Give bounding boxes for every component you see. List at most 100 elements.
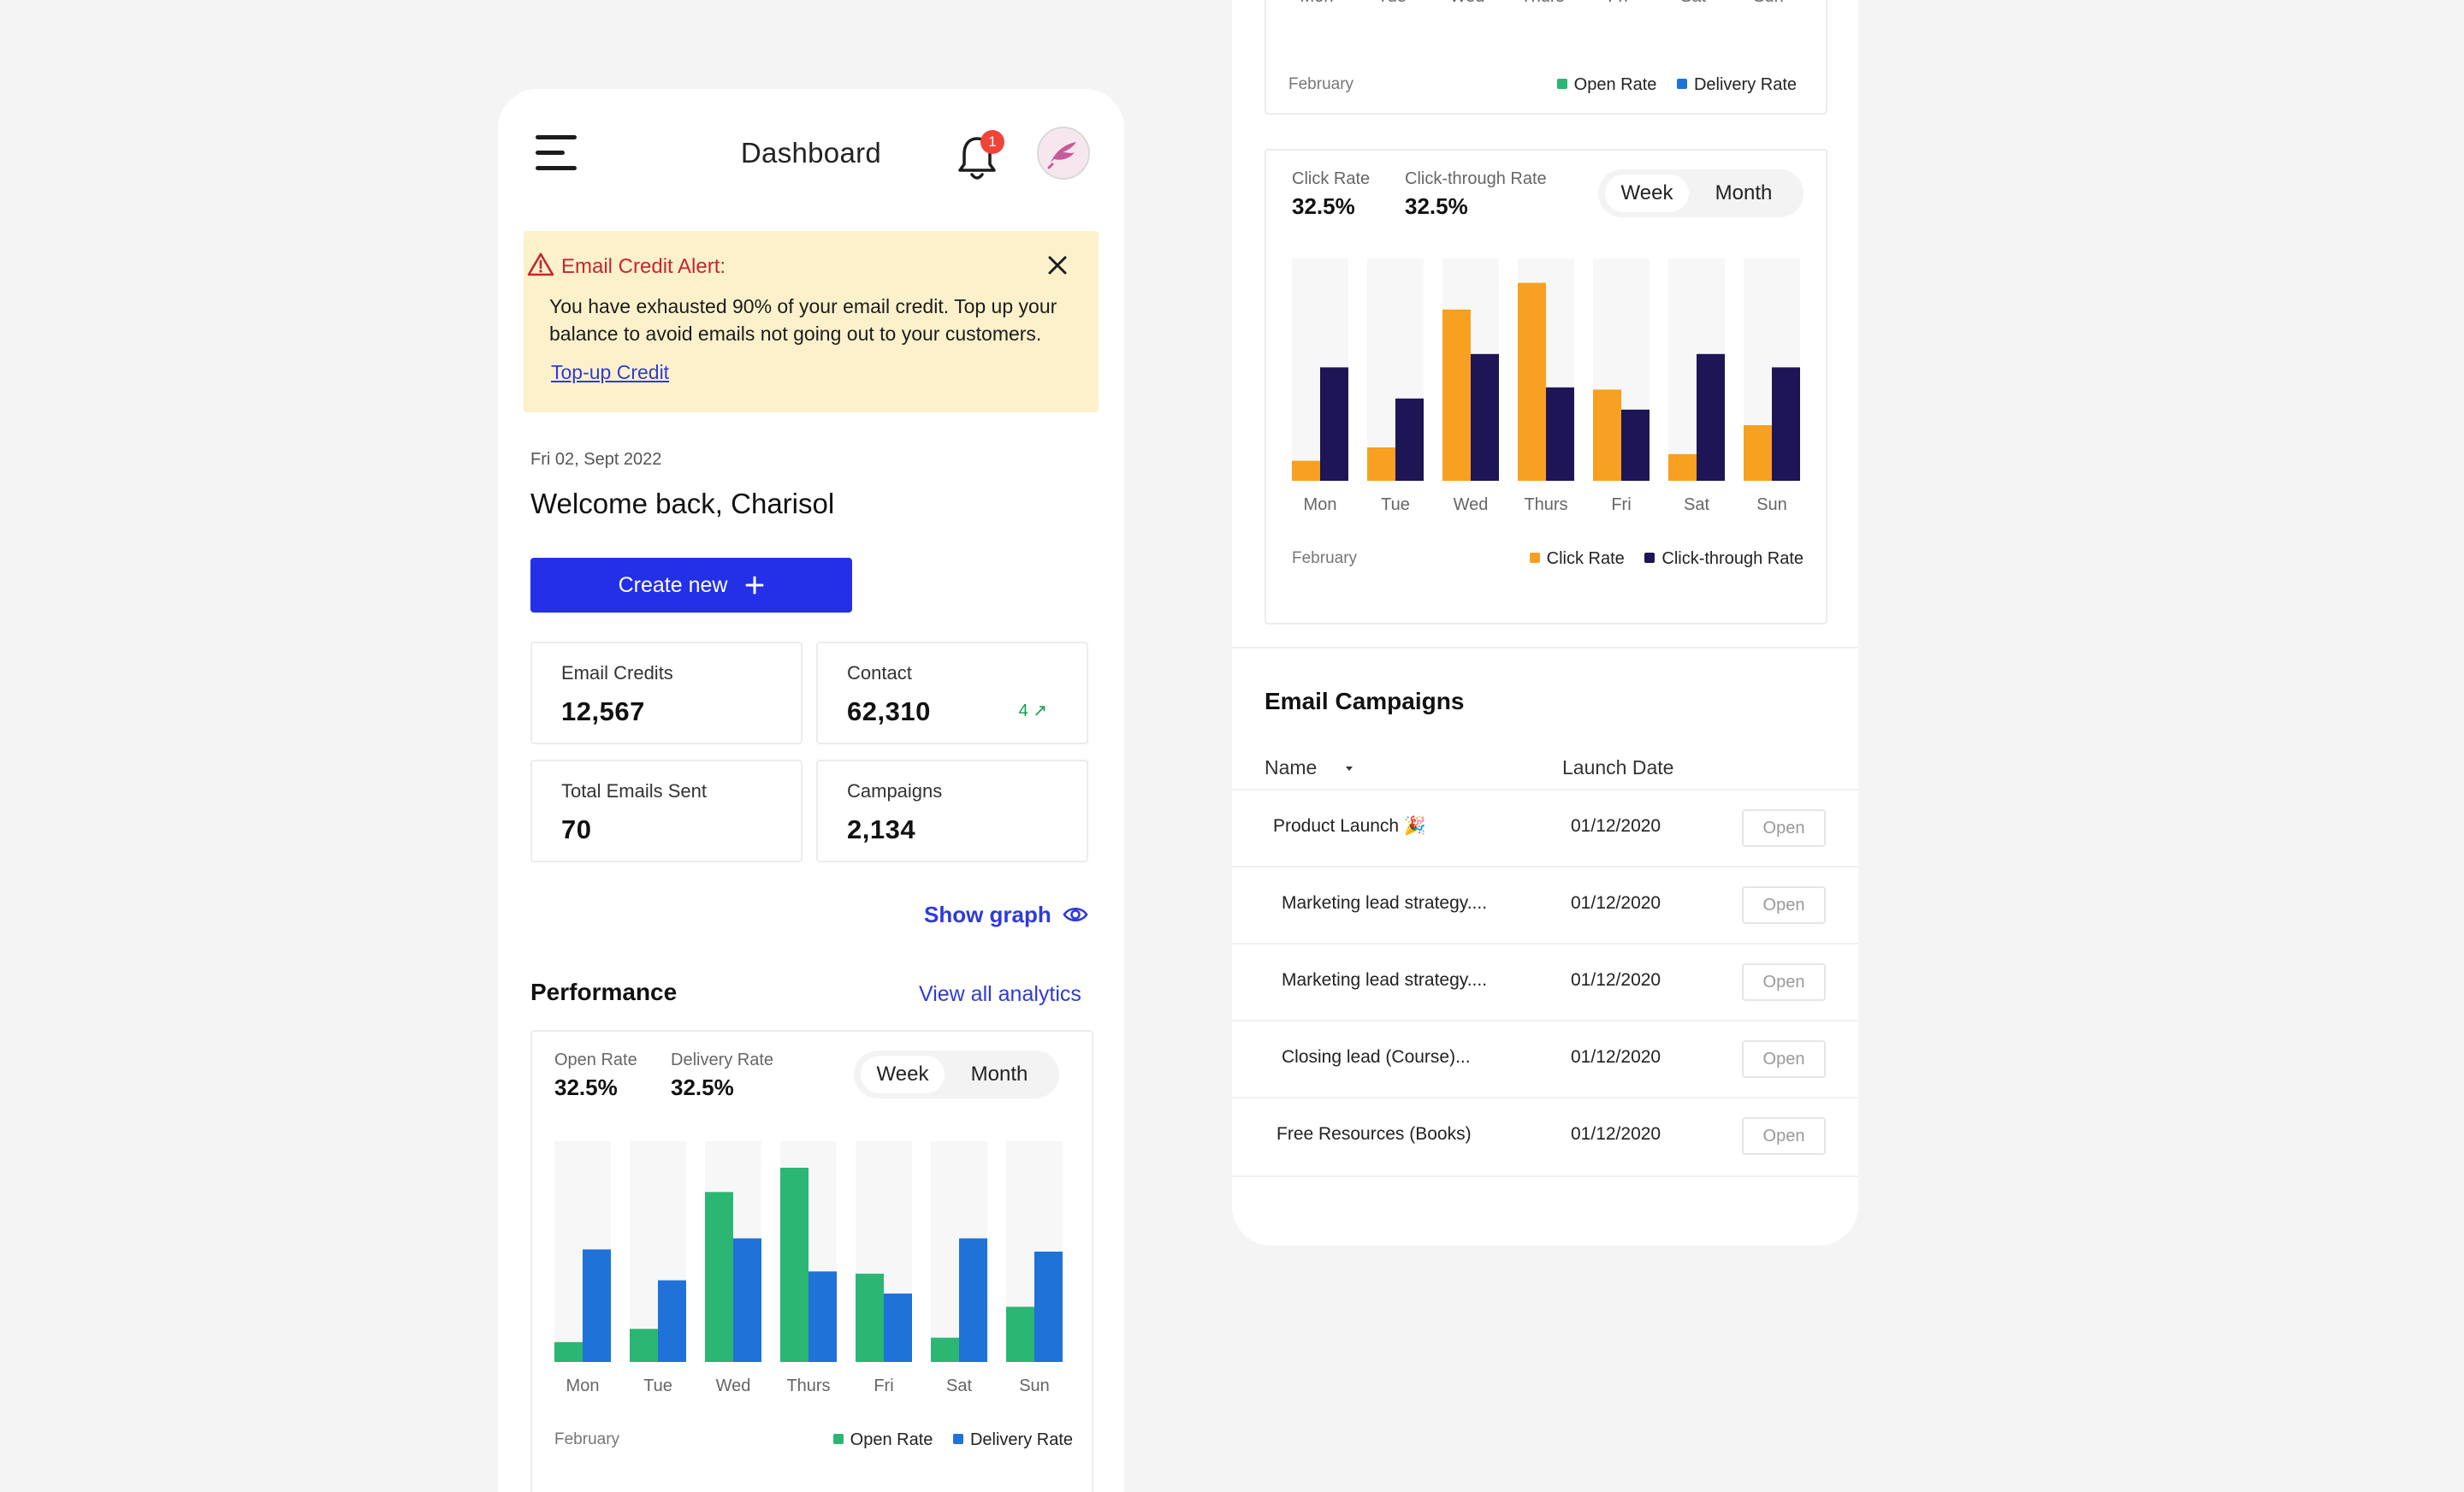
bar-delivery-rate-thurs[interactable]	[808, 1271, 837, 1362]
bar-delivery-rate-sun[interactable]	[1034, 1252, 1063, 1362]
sort-down-icon[interactable]	[1343, 764, 1355, 773]
avatar[interactable]	[1037, 127, 1090, 180]
campaign-name: Product Launch 🎉	[1273, 816, 1427, 836]
toggle-month[interactable]: Month	[1715, 181, 1773, 204]
bar-delivery-rate-sat[interactable]	[959, 1238, 987, 1362]
open-button[interactable]: Open	[1742, 1117, 1826, 1155]
bar-open-rate-thurs[interactable]	[780, 1167, 808, 1362]
bar-click-through-rate-mon[interactable]	[1320, 367, 1348, 481]
trend-badge: 4 ↗	[1018, 702, 1047, 720]
stat-contact: Contact 62,310 4 ↗	[816, 642, 1088, 744]
avatar-logo-icon	[1047, 142, 1076, 169]
bar-click-rate-tue[interactable]	[1367, 447, 1395, 481]
toggle-week[interactable]: Week	[1605, 175, 1689, 212]
bar-click-rate-thurs[interactable]	[1518, 282, 1546, 481]
stat-total-emails-sent: Total Emails Sent 70	[530, 760, 803, 862]
bar-delivery-rate-tue[interactable]	[658, 1280, 686, 1362]
bar-click-through-rate-sun[interactable]	[1772, 367, 1800, 481]
x-tick-label: Wed	[1450, 0, 1485, 6]
bar-click-through-rate-thurs[interactable]	[1546, 387, 1574, 481]
section-divider	[1232, 647, 1858, 648]
bar-click-rate-wed[interactable]	[1442, 309, 1471, 481]
x-tick-label: Sun	[1753, 0, 1784, 6]
welcome-message: Welcome back, Charisol	[530, 488, 835, 519]
view-all-analytics-link[interactable]: View all analytics	[919, 982, 1081, 1006]
bar-click-through-rate-tue[interactable]	[1395, 398, 1424, 481]
open-button[interactable]: Open	[1742, 809, 1826, 847]
open-button[interactable]: Open	[1742, 1040, 1826, 1078]
warning-icon	[527, 252, 554, 276]
legend-swatch-click-through-rate	[1644, 553, 1656, 563]
bar-open-rate-sun[interactable]	[1006, 1306, 1034, 1363]
close-icon[interactable]	[1045, 253, 1069, 277]
create-new-button[interactable]: Create new	[530, 558, 852, 613]
legend-open-rate: Open Rate	[850, 1430, 933, 1449]
bar-click-rate-sun[interactable]	[1744, 425, 1772, 481]
column-header-name[interactable]: Name	[1265, 756, 1355, 779]
bar-open-rate-fri[interactable]	[856, 1273, 884, 1362]
legend-delivery-rate: Delivery Rate	[1693, 75, 1797, 94]
toggle-month[interactable]: Month	[970, 1063, 1028, 1086]
bar-click-rate-mon[interactable]	[1292, 460, 1320, 481]
toggle-week[interactable]: Week	[861, 1056, 945, 1093]
x-tick-label: Sat	[1684, 495, 1709, 514]
bar-click-through-rate-sat[interactable]	[1697, 353, 1725, 481]
campaigns-title: Email Campaigns	[1265, 688, 1465, 714]
credit-alert	[524, 231, 1099, 412]
campaign-launch-date: 01/12/2020	[1571, 1047, 1661, 1067]
bar-open-rate-wed[interactable]	[705, 1192, 733, 1362]
dashboard-screen: Dashboard 1 Email Credit Alert: You have…	[498, 89, 1124, 1492]
clipped-bar-chart: Mon Tue Wed Thurs Fri Sat Sun	[1300, 0, 1784, 6]
page-title: Dashboard	[740, 137, 882, 169]
stat-value: 12,567	[561, 696, 645, 726]
x-tick-label: Tue	[1381, 495, 1410, 514]
campaign-name: Marketing lead strategy....	[1282, 893, 1488, 913]
campaigns-screen: Mon Tue Wed Thurs Fri Sat Sun February Open Ra…	[1232, 0, 1858, 1246]
stat-label: Contact	[847, 662, 912, 684]
open-button[interactable]: Open	[1742, 963, 1826, 1001]
x-tick-label: Sun	[1756, 495, 1787, 514]
chart-legend: Open Rate Delivery Rate	[1542, 75, 1797, 95]
show-graph-button[interactable]: Show graph	[924, 902, 1051, 927]
x-tick-label: Tue	[643, 1377, 672, 1395]
stat-label: Total Emails Sent	[561, 780, 707, 802]
performance-title: Performance	[530, 979, 678, 1005]
x-tick-label: Thurs	[1524, 495, 1567, 514]
bar-delivery-rate-wed[interactable]	[733, 1238, 761, 1362]
x-tick-label: Wed	[1454, 495, 1489, 514]
metric-value: 32.5%	[1292, 193, 1355, 219]
top-up-credit-link[interactable]: Top-up Credit	[551, 361, 670, 383]
metric-label: Click-through Rate	[1405, 169, 1547, 188]
create-new-label: Create new	[618, 573, 728, 597]
bar-delivery-rate-fri[interactable]	[884, 1294, 912, 1362]
stat-value: 62,310	[847, 696, 931, 726]
period-toggle: Week Month	[1598, 169, 1804, 217]
open-button[interactable]: Open	[1742, 886, 1826, 924]
bar-click-rate-fri[interactable]	[1593, 389, 1621, 481]
bar-click-rate-sat[interactable]	[1668, 453, 1697, 481]
bar-open-rate-sat[interactable]	[931, 1337, 959, 1362]
stat-email-credits: Email Credits 12,567	[530, 642, 803, 744]
bar-open-rate-tue[interactable]	[630, 1329, 658, 1362]
campaign-launch-date: 01/12/2020	[1571, 970, 1661, 990]
bar-click-through-rate-fri[interactable]	[1621, 409, 1650, 481]
x-tick-label: Thurs	[786, 1377, 830, 1395]
bar-delivery-rate-mon[interactable]	[583, 1249, 611, 1362]
campaign-launch-date: 01/12/2020	[1571, 1124, 1661, 1144]
bar-open-rate-mon[interactable]	[554, 1341, 583, 1362]
legend-swatch-open-rate	[832, 1434, 844, 1444]
stat-value: 2,134	[847, 814, 916, 844]
x-tick-label: Sat	[1680, 0, 1706, 6]
stat-label: Email Credits	[561, 662, 673, 684]
current-date: Fri 02, Sept 2022	[530, 450, 662, 469]
chart-legend: Click Rate Click-through Rate	[1514, 549, 1804, 569]
table-row: Marketing lead strategy.... 01/12/2020 O…	[1232, 943, 1858, 1021]
campaign-launch-date: 01/12/2020	[1571, 816, 1661, 836]
metric-label: Delivery Rate	[671, 1051, 774, 1069]
stat-label: Campaigns	[847, 780, 943, 802]
notification-badge: 1	[980, 130, 1004, 154]
eye-icon[interactable]	[1063, 902, 1088, 927]
menu-icon[interactable]	[536, 133, 577, 171]
bar-click-through-rate-wed[interactable]	[1471, 353, 1499, 481]
x-tick-label: Fri	[874, 1377, 893, 1395]
